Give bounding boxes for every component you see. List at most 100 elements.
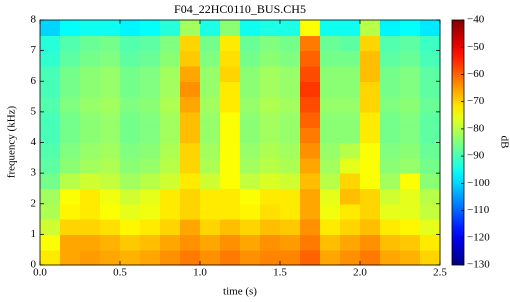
- heatmap-cell: [40, 143, 61, 159]
- heatmap-cell: [420, 219, 441, 235]
- y-tick-label: 7: [31, 44, 37, 56]
- heatmap-cell: [420, 188, 441, 204]
- heatmap-cell: [240, 143, 261, 159]
- heatmap-cell: [180, 234, 201, 250]
- colorbar-tick-label: −100: [467, 177, 490, 189]
- heatmap-cell: [260, 81, 281, 97]
- heatmap-cell: [240, 250, 261, 266]
- heatmap-cell: [60, 173, 81, 189]
- colorbar-tick-label: −70: [467, 95, 485, 107]
- heatmap-cell: [200, 81, 221, 97]
- heatmap-cell: [100, 173, 121, 189]
- heatmap-cell: [60, 127, 81, 143]
- heatmap-cell: [420, 127, 441, 143]
- heatmap-cell: [420, 204, 441, 220]
- heatmap-cell: [220, 127, 241, 143]
- colorbar-scale: [452, 20, 464, 265]
- heatmap-cell: [100, 143, 121, 159]
- heatmap-cell: [100, 250, 121, 266]
- heatmap-cell: [360, 66, 381, 82]
- heatmap-cell: [300, 234, 321, 250]
- colorbar-tick-label: −90: [467, 150, 485, 162]
- heatmap-cell: [80, 234, 101, 250]
- heatmap-cell: [320, 66, 341, 82]
- heatmap-cell: [160, 66, 181, 82]
- heatmap-cell: [200, 188, 221, 204]
- heatmap-cell: [60, 35, 81, 51]
- colorbar-label: dB: [498, 136, 510, 149]
- heatmap-cell: [420, 51, 441, 67]
- heatmap-cell: [360, 51, 381, 67]
- x-tick-label: 2.5: [433, 267, 447, 279]
- heatmap-cell: [180, 81, 201, 97]
- heatmap-cell: [180, 204, 201, 220]
- heatmap-cell: [340, 143, 361, 159]
- heatmap-cell: [140, 81, 161, 97]
- heatmap-cell: [400, 158, 421, 174]
- heatmap-cell: [100, 127, 121, 143]
- heatmap-cell: [380, 66, 401, 82]
- heatmap-cell: [40, 51, 61, 67]
- heatmap-cell: [260, 188, 281, 204]
- heatmap-cell: [100, 158, 121, 174]
- heatmap-cell: [420, 66, 441, 82]
- heatmap-cell: [260, 158, 281, 174]
- y-tick-label: 1: [31, 228, 37, 240]
- heatmap-cell: [300, 204, 321, 220]
- heatmap-cell: [220, 204, 241, 220]
- heatmap-cell: [320, 250, 341, 266]
- heatmap-cell: [240, 219, 261, 235]
- heatmap-cell: [320, 143, 341, 159]
- x-tick-label: 0.5: [113, 267, 127, 279]
- heatmap-cell: [260, 143, 281, 159]
- heatmap-cell: [380, 143, 401, 159]
- heatmap-cell: [380, 112, 401, 128]
- heatmap-cell: [420, 81, 441, 97]
- heatmap-cell: [400, 173, 421, 189]
- heatmap-cell: [220, 112, 241, 128]
- heatmap-cell: [220, 81, 241, 97]
- heatmap-cell: [120, 66, 141, 82]
- heatmap-cell: [400, 112, 421, 128]
- heatmap-cell: [220, 35, 241, 51]
- heatmap-cell: [240, 188, 261, 204]
- heatmap-cell: [60, 66, 81, 82]
- heatmap-cell: [300, 143, 321, 159]
- heatmap-cell: [280, 188, 301, 204]
- heatmap-cell: [340, 66, 361, 82]
- heatmap-cell: [300, 158, 321, 174]
- heatmap-cell: [100, 234, 121, 250]
- heatmap-cell: [380, 204, 401, 220]
- heatmap-cell: [80, 204, 101, 220]
- heatmap-cell: [300, 35, 321, 51]
- heatmap-cell: [120, 173, 141, 189]
- heatmap-cell: [180, 66, 201, 82]
- heatmap-cell: [160, 97, 181, 113]
- heatmap-cell: [220, 20, 241, 36]
- heatmap-cell: [60, 51, 81, 67]
- heatmap-cell: [280, 97, 301, 113]
- heatmap-cell: [120, 143, 141, 159]
- heatmap-cell: [260, 66, 281, 82]
- heatmap-cell: [240, 97, 261, 113]
- heatmap-cell: [260, 219, 281, 235]
- heatmap-cell: [240, 158, 261, 174]
- heatmap-cell: [200, 35, 221, 51]
- heatmap-cell: [400, 35, 421, 51]
- heatmap-cell: [220, 219, 241, 235]
- x-tick-label: 1.5: [273, 267, 287, 279]
- heatmap-cell: [320, 112, 341, 128]
- heatmap-cell: [160, 158, 181, 174]
- heatmap-cell: [360, 35, 381, 51]
- heatmap-cell: [240, 127, 261, 143]
- y-tick-label: 0: [31, 259, 37, 271]
- heatmap-cell: [360, 204, 381, 220]
- heatmap-cell: [420, 158, 441, 174]
- heatmap-cell: [220, 188, 241, 204]
- heatmap-cell: [160, 173, 181, 189]
- colorbar-tick-label: −50: [467, 41, 485, 53]
- heatmap-cell: [380, 97, 401, 113]
- heatmap-cell: [60, 234, 81, 250]
- heatmap-cell: [100, 66, 121, 82]
- heatmap-cell: [300, 127, 321, 143]
